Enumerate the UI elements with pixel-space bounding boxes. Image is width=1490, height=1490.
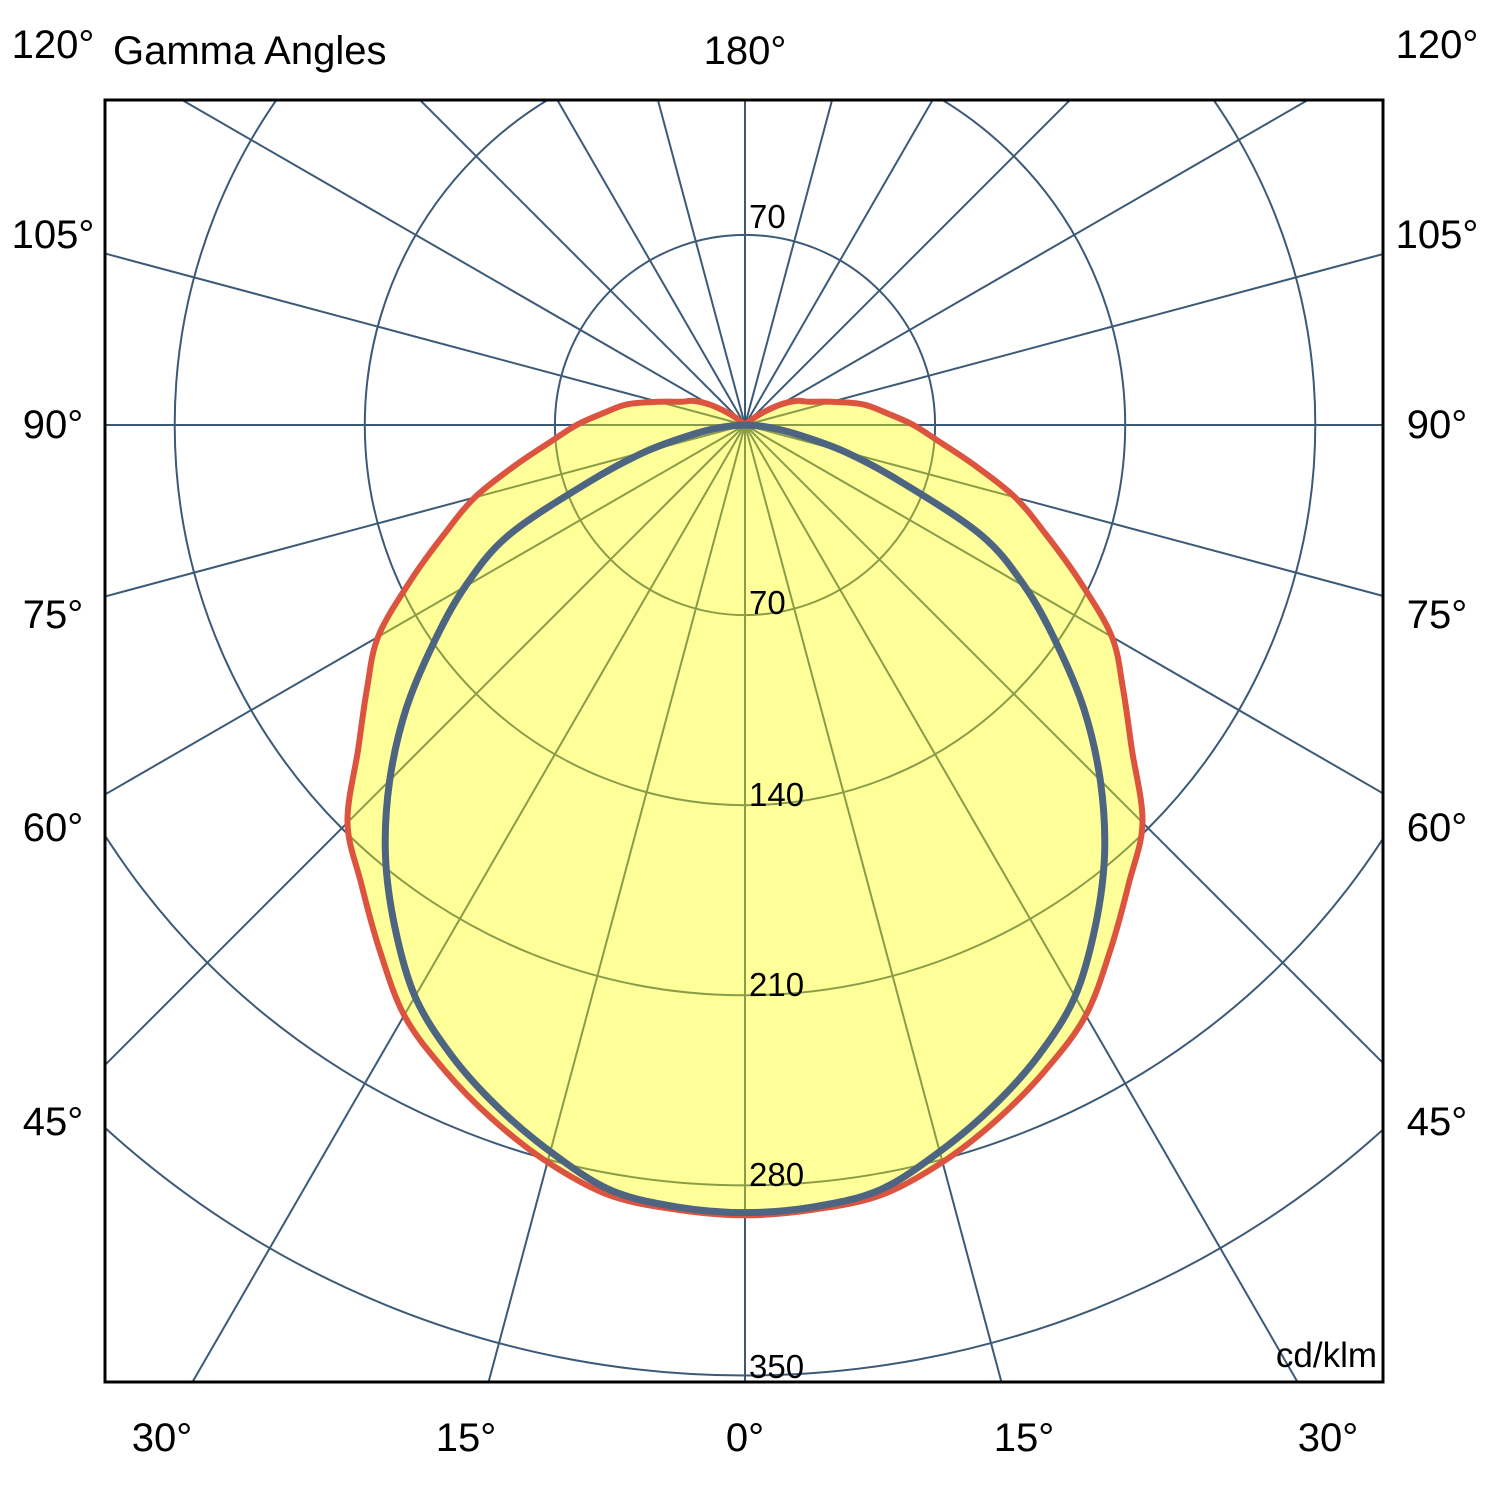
gamma-label-bottom-15-left: 15° xyxy=(435,1416,497,1460)
grid-ray-330 xyxy=(191,424,746,1382)
gamma-label-bottom-15-right: 15° xyxy=(993,1416,1055,1460)
grid-ray-60 xyxy=(744,424,1383,795)
gamma-label-right-90: 90° xyxy=(1406,403,1468,447)
grid-ray-150 xyxy=(744,100,934,426)
gamma-label-left-90: 90° xyxy=(22,403,84,447)
gamma-label-left-120: 120° xyxy=(11,23,95,67)
gamma-label-right-75: 75° xyxy=(1406,593,1468,637)
gamma-label-left-105: 105° xyxy=(11,213,95,257)
grid-ray-300 xyxy=(105,424,746,796)
radial-tick-140: 140 xyxy=(749,776,805,813)
grid-ray-105 xyxy=(744,253,1383,426)
gamma-label-right-45: 45° xyxy=(1406,1100,1468,1144)
chart-frame xyxy=(103,98,1385,1384)
radial-tick-280: 280 xyxy=(749,1156,805,1193)
grid-ray-345 xyxy=(487,424,746,1382)
grid-ray-210 xyxy=(556,100,746,426)
grid-ray-45 xyxy=(744,424,1383,1065)
c90-c270-curve xyxy=(381,421,1109,1217)
grid-ray-15 xyxy=(744,424,1003,1382)
gamma-label-right-105: 105° xyxy=(1395,213,1479,257)
page-title: Gamma Angles xyxy=(113,29,387,73)
gamma-label-bottom-30-right: 30° xyxy=(1297,1416,1359,1460)
grid-ray-315 xyxy=(105,424,746,1067)
grid-ray-195 xyxy=(656,100,746,426)
grid-ray-135 xyxy=(744,100,1072,426)
gamma-label-bottom-30-left: 30° xyxy=(131,1416,193,1460)
grid-ray-165 xyxy=(744,100,834,426)
radial-tick-210: 210 xyxy=(749,966,805,1003)
grid-ray-240 xyxy=(180,100,746,426)
grid-ray-225 xyxy=(418,100,746,426)
grid-ray-30 xyxy=(744,424,1299,1382)
radial-tick-350: 350 xyxy=(749,1348,805,1385)
intensity-curves xyxy=(344,397,1146,1219)
unit-label: cd/klm xyxy=(1275,1336,1377,1375)
gamma-label-right-120: 120° xyxy=(1395,23,1479,67)
radial-tick-70: 70 xyxy=(749,584,786,621)
gamma-label-left-45: 45° xyxy=(22,1100,84,1144)
radial-tick-70-upper: 70 xyxy=(749,198,786,235)
grid-ray-255 xyxy=(105,252,746,426)
top-angle-label: 180° xyxy=(703,29,787,73)
c0-c180-fill xyxy=(347,400,1143,1216)
grid-ray-120 xyxy=(744,100,1310,426)
gamma-label-right-60: 60° xyxy=(1406,806,1468,850)
gamma-label-bottom-0: 0° xyxy=(725,1416,765,1460)
gamma-label-left-75: 75° xyxy=(22,593,84,637)
gamma-label-left-60: 60° xyxy=(22,806,84,850)
